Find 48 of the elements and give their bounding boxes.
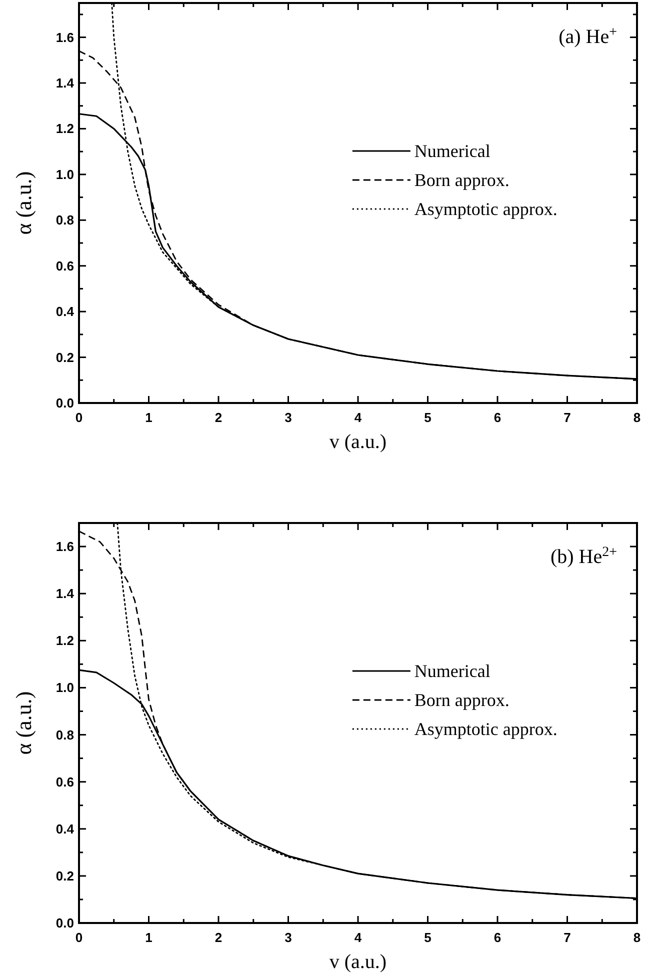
legend-label: Numerical <box>414 661 490 681</box>
x-tick-label: 7 <box>564 410 571 425</box>
x-tick-label: 4 <box>354 410 362 425</box>
y-tick-label: 0.6 <box>56 258 74 274</box>
x-tick-label: 5 <box>424 410 432 425</box>
y-tick-label: 0.8 <box>56 212 74 228</box>
legend-label: Born approx. <box>414 170 510 190</box>
x-tick-label: 2 <box>214 410 222 425</box>
y-tick-label: 0.0 <box>56 916 74 930</box>
y-tick-label: 1.0 <box>56 166 74 182</box>
x-tick-label: 8 <box>633 930 641 945</box>
x-tick-label: 5 <box>424 930 432 945</box>
legend-label: Born approx. <box>414 690 510 710</box>
legend-label: Numerical <box>414 141 490 161</box>
x-tick-label: 1 <box>145 410 152 425</box>
legend-label: Asymptotic approx. <box>414 199 558 219</box>
y-tick-label: 1.4 <box>56 76 75 90</box>
x-tick-label: 6 <box>494 410 502 425</box>
y-tick-label: 0.8 <box>56 727 74 742</box>
annotation: (a) He$^{+}$ <box>558 24 618 48</box>
y-tick-label: 1.2 <box>56 633 74 648</box>
y-tick-label: 0.4 <box>56 821 75 836</box>
y-tick-label: 0.0 <box>56 396 74 410</box>
annotation: (b) He$^{2+}$ <box>550 544 618 568</box>
x-tick-label: 1 <box>145 930 152 945</box>
y-axis-title: α (a.u.) <box>11 691 36 755</box>
y-tick-label: 1.6 <box>56 539 74 554</box>
y-tick-label: 0.2 <box>56 350 74 365</box>
y-tick-label: 1.0 <box>56 680 74 696</box>
x-axis-title: v (a.u.) <box>329 431 387 453</box>
y-tick-label: 1.2 <box>56 121 74 136</box>
y-tick-label: 0.6 <box>56 774 74 790</box>
y-tick-label: 1.4 <box>56 586 75 602</box>
y-tick-label: 0.4 <box>56 304 75 320</box>
x-tick-label: 0 <box>75 930 83 945</box>
x-tick-label: 3 <box>284 930 292 945</box>
x-tick-label: 4 <box>354 930 362 945</box>
y-axis-title: α (a.u.) <box>11 171 36 235</box>
y-tick-label: 0.2 <box>56 868 74 884</box>
x-tick-label: 8 <box>633 410 641 425</box>
x-axis-title: v (a.u.) <box>329 951 387 973</box>
x-tick-label: 2 <box>214 930 222 945</box>
y-tick-label: 1.6 <box>56 30 74 45</box>
legend-label: Asymptotic approx. <box>414 719 558 739</box>
x-tick-label: 3 <box>284 410 292 425</box>
x-tick-label: 6 <box>494 930 502 945</box>
x-tick-label: 0 <box>75 410 83 425</box>
x-tick-label: 7 <box>564 930 571 945</box>
